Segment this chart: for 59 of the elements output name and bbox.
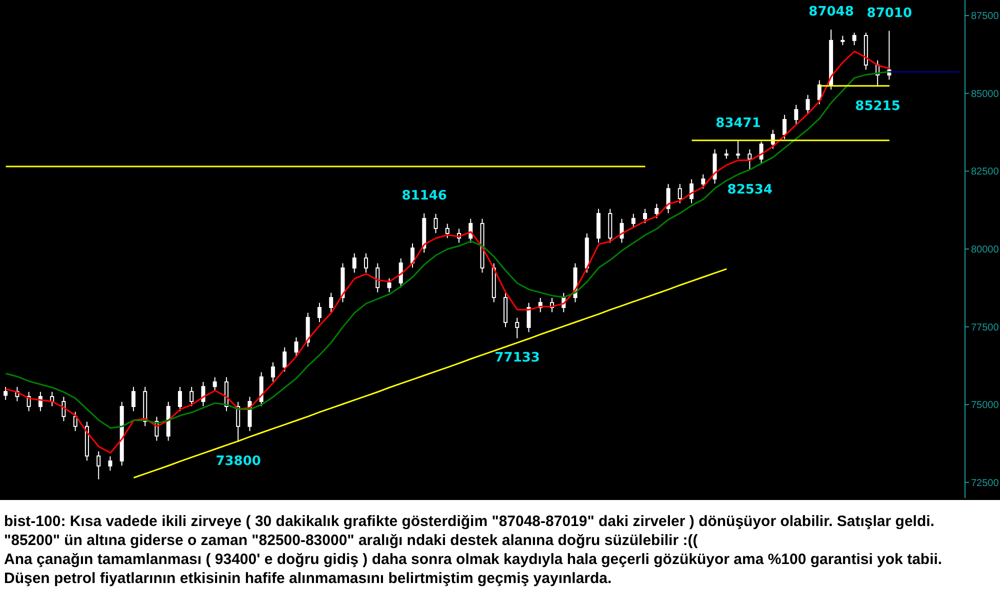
text: bist-100: Kısa vadede ikili zirveye ( 30 dakikalık grafikte gösterdiğim "87048-87019" daki zirveler ) dönüşüyor olabilir. Satışlar geldi. "85200" ün altına giderse o zaman "82500-83000" aralığı ndaki destek alanına doğru süzülebilir :(( [4,512,936,550]
annotation: 83471 [716,116,761,131]
candlestick [376,262,380,293]
annotation: 81146 [402,188,447,204]
candlestick [108,456,112,472]
candlestick [526,302,531,333]
candlestick [736,140,740,160]
candlestick [434,213,438,234]
candlestick [724,148,728,160]
candlestick [782,114,787,140]
candlestick [701,174,706,190]
candlestick [410,242,414,268]
candlestick [294,336,298,358]
line-series [132,268,728,479]
candlestick [364,252,368,274]
candlestick [62,396,66,422]
candlestick [654,203,659,219]
candlestick [131,386,136,412]
candlestick [212,376,217,392]
y-tick-label: 82500 [971,166,1000,178]
candlestick [4,386,8,400]
candlestick [96,450,101,480]
candlestick [666,183,670,214]
candlestick [387,278,392,293]
candlestick [352,252,356,274]
candlestick [748,148,752,171]
y-tick-label: 75000 [971,400,1000,412]
candlestick [398,258,403,288]
candlestick [236,401,240,442]
candlestick [806,94,810,115]
candlestick [178,386,182,412]
annotation: 85215 [855,98,900,114]
candlestick [515,317,520,339]
candlestick [317,302,322,323]
candlestick [852,32,856,46]
text: Ana çanağın tamamlanması ( 93400' e doğru gidiş ) daha sonra olmak kaydıyla hala geçerli gözüküyor ama %100 garantisi yok tabii. Düşen petrol fiyatlarının etkisinin hafife alınmamasını belirtmiştim geçmiş yayınlarda. [4,550,944,588]
candlestick [643,208,648,224]
candlestick [631,213,636,229]
candlestick [445,223,450,239]
candlestick [794,104,798,125]
candlestick [73,411,78,432]
candlestick [270,362,275,382]
candlestick [329,292,334,313]
candlestick [282,346,287,372]
annotation: 73800 [216,454,261,470]
y-tick-label: 80000 [971,244,1000,256]
annotation: 87048 [808,4,854,20]
annotation: 77133 [494,350,540,366]
y-tick-label: 87500 [971,11,1000,22]
candlestick [759,141,764,164]
candlestick [190,386,194,407]
candlestick [840,35,845,46]
candlestick [678,183,682,204]
annotation: 82534 [727,182,773,198]
annotation: 87010 [866,6,912,21]
y-tick-label: 72500 [971,478,1000,489]
y-tick-label: 77500 [971,322,1000,334]
y-tick-label: 85000 [971,88,1000,100]
candlestick [690,178,694,204]
